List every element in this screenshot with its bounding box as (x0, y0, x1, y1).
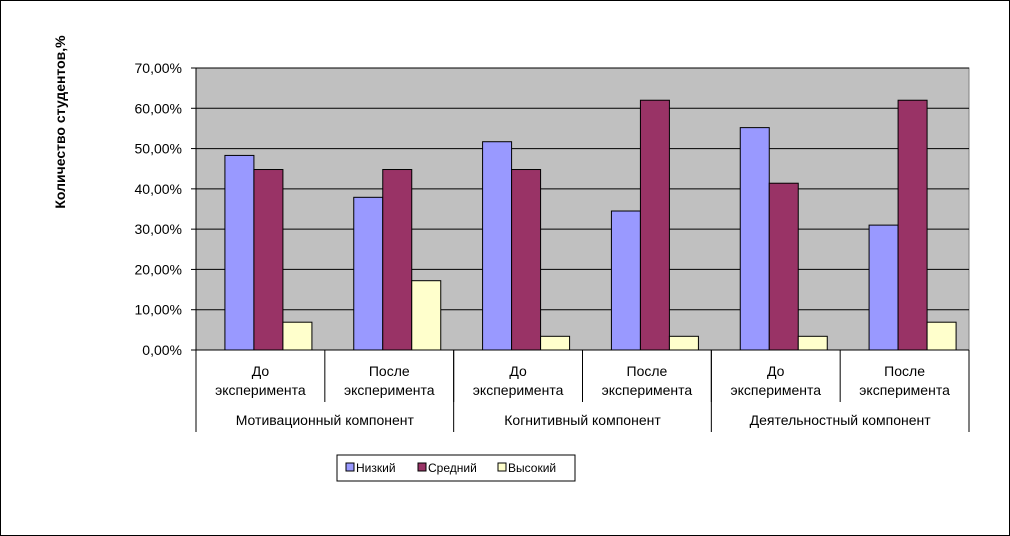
category-label: эксперимента (215, 382, 306, 398)
legend-label-Высокий: Высокий (508, 461, 556, 475)
y-tick-label: 60,00% (135, 100, 182, 116)
category-label: эксперимента (602, 382, 693, 398)
legend-box (336, 454, 576, 482)
y-tick-label: 70,00% (135, 60, 182, 76)
plot-area (195, 67, 970, 351)
category-label: После (884, 363, 925, 379)
bar-Низкий (224, 154, 255, 351)
category-label: эксперимента (859, 382, 950, 398)
category-label: До (252, 363, 270, 379)
bar-Высокий (668, 335, 699, 351)
bar-Высокий (797, 335, 828, 351)
bar-Средний (768, 182, 799, 351)
bar-Низкий (739, 127, 770, 351)
bar-Низкий (610, 210, 641, 351)
y-tick-label: 40,00% (135, 181, 182, 197)
legend-label-Средний: Средний (428, 461, 477, 475)
category-label: После (627, 363, 668, 379)
category-label: эксперимента (730, 382, 821, 398)
y-tick-label: 50,00% (135, 141, 182, 157)
bar-Низкий (353, 196, 384, 351)
y-tick-label: 20,00% (135, 261, 182, 277)
legend-label-Низкий: Низкий (356, 461, 396, 475)
group-label: Когнитивный компонент (504, 412, 661, 428)
group-label: Мотивационный компонент (236, 412, 415, 428)
bar-Низкий (868, 224, 899, 351)
category-label: эксперимента (344, 382, 435, 398)
bar-Средний (511, 169, 542, 351)
bar-Высокий (411, 280, 442, 351)
legend-swatch-Высокий (497, 462, 507, 472)
y-tick-label: 30,00% (135, 221, 182, 237)
legend-swatch-Низкий (345, 462, 355, 472)
category-label: После (369, 363, 410, 379)
bar-Средний (253, 169, 284, 351)
bar-Средний (382, 169, 413, 351)
bar-Низкий (482, 141, 513, 351)
bar-Высокий (282, 321, 313, 351)
y-axis-title: Количество студентов,% (52, 35, 68, 209)
bar-Средний (897, 99, 928, 351)
category-label: До (767, 363, 785, 379)
bar-Высокий (540, 335, 571, 351)
bar-Высокий (926, 321, 957, 351)
category-label: эксперимента (473, 382, 564, 398)
bar-Средний (639, 99, 670, 351)
y-tick-label: 10,00% (135, 302, 182, 318)
legend-swatch-Средний (417, 462, 427, 472)
group-label: Деятельностный компонент (750, 412, 932, 428)
y-tick-label: 0,00% (142, 342, 182, 358)
category-label: До (509, 363, 527, 379)
